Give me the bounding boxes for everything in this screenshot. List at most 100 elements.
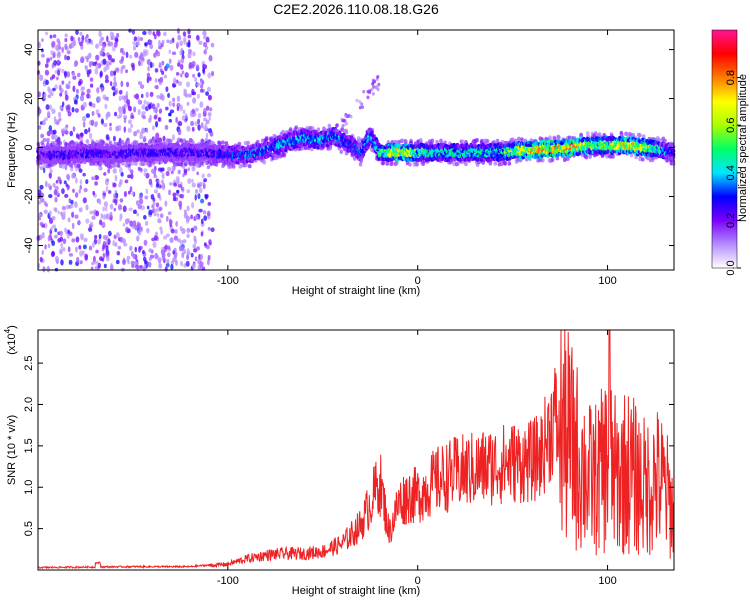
noise-point <box>208 116 212 121</box>
noise-point <box>119 236 124 243</box>
noise-point <box>142 249 145 255</box>
noise-point <box>52 34 57 38</box>
ridge-point <box>375 139 379 144</box>
noise-point <box>121 64 126 69</box>
noise-point <box>57 111 62 118</box>
ridge-halo-point <box>282 152 287 158</box>
ridge-halo-point <box>493 161 498 166</box>
noise-point <box>206 244 210 250</box>
ridge-halo-point <box>638 133 642 138</box>
noise-point <box>103 201 108 208</box>
noise-point <box>143 172 147 177</box>
noise-point <box>172 192 177 198</box>
noise-point <box>144 221 149 226</box>
noise-point <box>56 76 59 81</box>
noise-point <box>170 264 174 270</box>
noise-point <box>193 235 197 242</box>
noise-point <box>138 55 143 60</box>
ridge-halo-point <box>356 136 361 141</box>
figure-title: C2E2.2026.110.08.18.G26 <box>273 1 439 17</box>
noise-point <box>148 256 152 261</box>
noise-point <box>71 173 75 179</box>
ridge-halo-point <box>507 161 512 166</box>
noise-point <box>132 220 137 227</box>
noise-point <box>79 31 83 36</box>
noise-point <box>95 109 100 115</box>
noise-point <box>182 239 187 244</box>
ridge-halo-point <box>404 139 408 144</box>
noise-point <box>151 168 155 174</box>
noise-point <box>113 76 117 82</box>
noise-point <box>151 237 156 242</box>
noise-point <box>190 252 194 258</box>
noise-point <box>195 188 199 194</box>
noise-point <box>79 179 83 185</box>
noise-point <box>170 228 175 234</box>
noise-point <box>205 91 209 96</box>
noise-point <box>167 252 171 258</box>
noise-point <box>88 227 93 232</box>
noise-point <box>111 58 115 63</box>
noise-point <box>70 203 74 209</box>
ridge-halo-point <box>624 131 629 137</box>
noise-point <box>45 104 50 110</box>
ridge-halo-point <box>237 141 242 147</box>
noise-point <box>139 84 145 89</box>
noise-point <box>101 221 106 229</box>
noise-point <box>86 88 91 94</box>
noise-point <box>88 101 93 107</box>
noise-point <box>89 83 94 88</box>
noise-point <box>186 248 190 255</box>
noise-point <box>178 200 183 207</box>
ridge-halo-point <box>385 161 389 166</box>
noise-point <box>92 103 96 108</box>
ridge-halo-point <box>240 163 245 168</box>
noise-point <box>113 41 118 48</box>
noise-point <box>63 180 67 185</box>
noise-point <box>98 166 103 171</box>
noise-point <box>71 211 75 218</box>
noise-point <box>194 214 199 221</box>
noise-point <box>185 215 191 222</box>
noise-point <box>82 121 86 128</box>
noise-point <box>111 33 115 38</box>
noise-point <box>177 128 182 136</box>
ridge-halo-point <box>322 126 326 131</box>
ridge-halo-point <box>452 161 456 167</box>
ridge-halo-point <box>40 140 45 146</box>
noise-point <box>191 64 195 69</box>
noise-point <box>102 206 105 212</box>
noise-point <box>98 198 102 205</box>
noise-point <box>133 36 138 42</box>
ridge-halo-point <box>262 160 267 165</box>
noise-point <box>179 193 185 199</box>
noise-point <box>156 182 159 188</box>
noise-point <box>185 260 190 267</box>
noise-point <box>135 41 141 47</box>
noise-point <box>108 126 113 131</box>
noise-point <box>136 129 140 134</box>
ridge-halo-point <box>154 138 159 143</box>
noise-point <box>176 27 180 35</box>
noise-point <box>130 172 134 180</box>
noise-point <box>125 81 130 88</box>
noise-point <box>176 106 180 111</box>
noise-point <box>148 209 153 216</box>
noise-point <box>137 98 141 105</box>
noise-point <box>126 255 131 260</box>
noise-point <box>197 113 202 118</box>
noise-point <box>153 189 159 194</box>
noise-point <box>211 70 215 77</box>
noise-point <box>111 85 116 91</box>
noise-point <box>82 250 85 256</box>
noise-point <box>201 173 205 179</box>
noise-point <box>165 63 170 69</box>
noise-point <box>191 178 194 183</box>
noise-point <box>88 132 93 140</box>
noise-point <box>52 224 57 229</box>
noise-point <box>72 85 76 93</box>
ridge-halo-point <box>52 141 56 146</box>
noise-point <box>141 110 146 116</box>
noise-point <box>153 165 157 172</box>
noise-point <box>86 39 90 45</box>
